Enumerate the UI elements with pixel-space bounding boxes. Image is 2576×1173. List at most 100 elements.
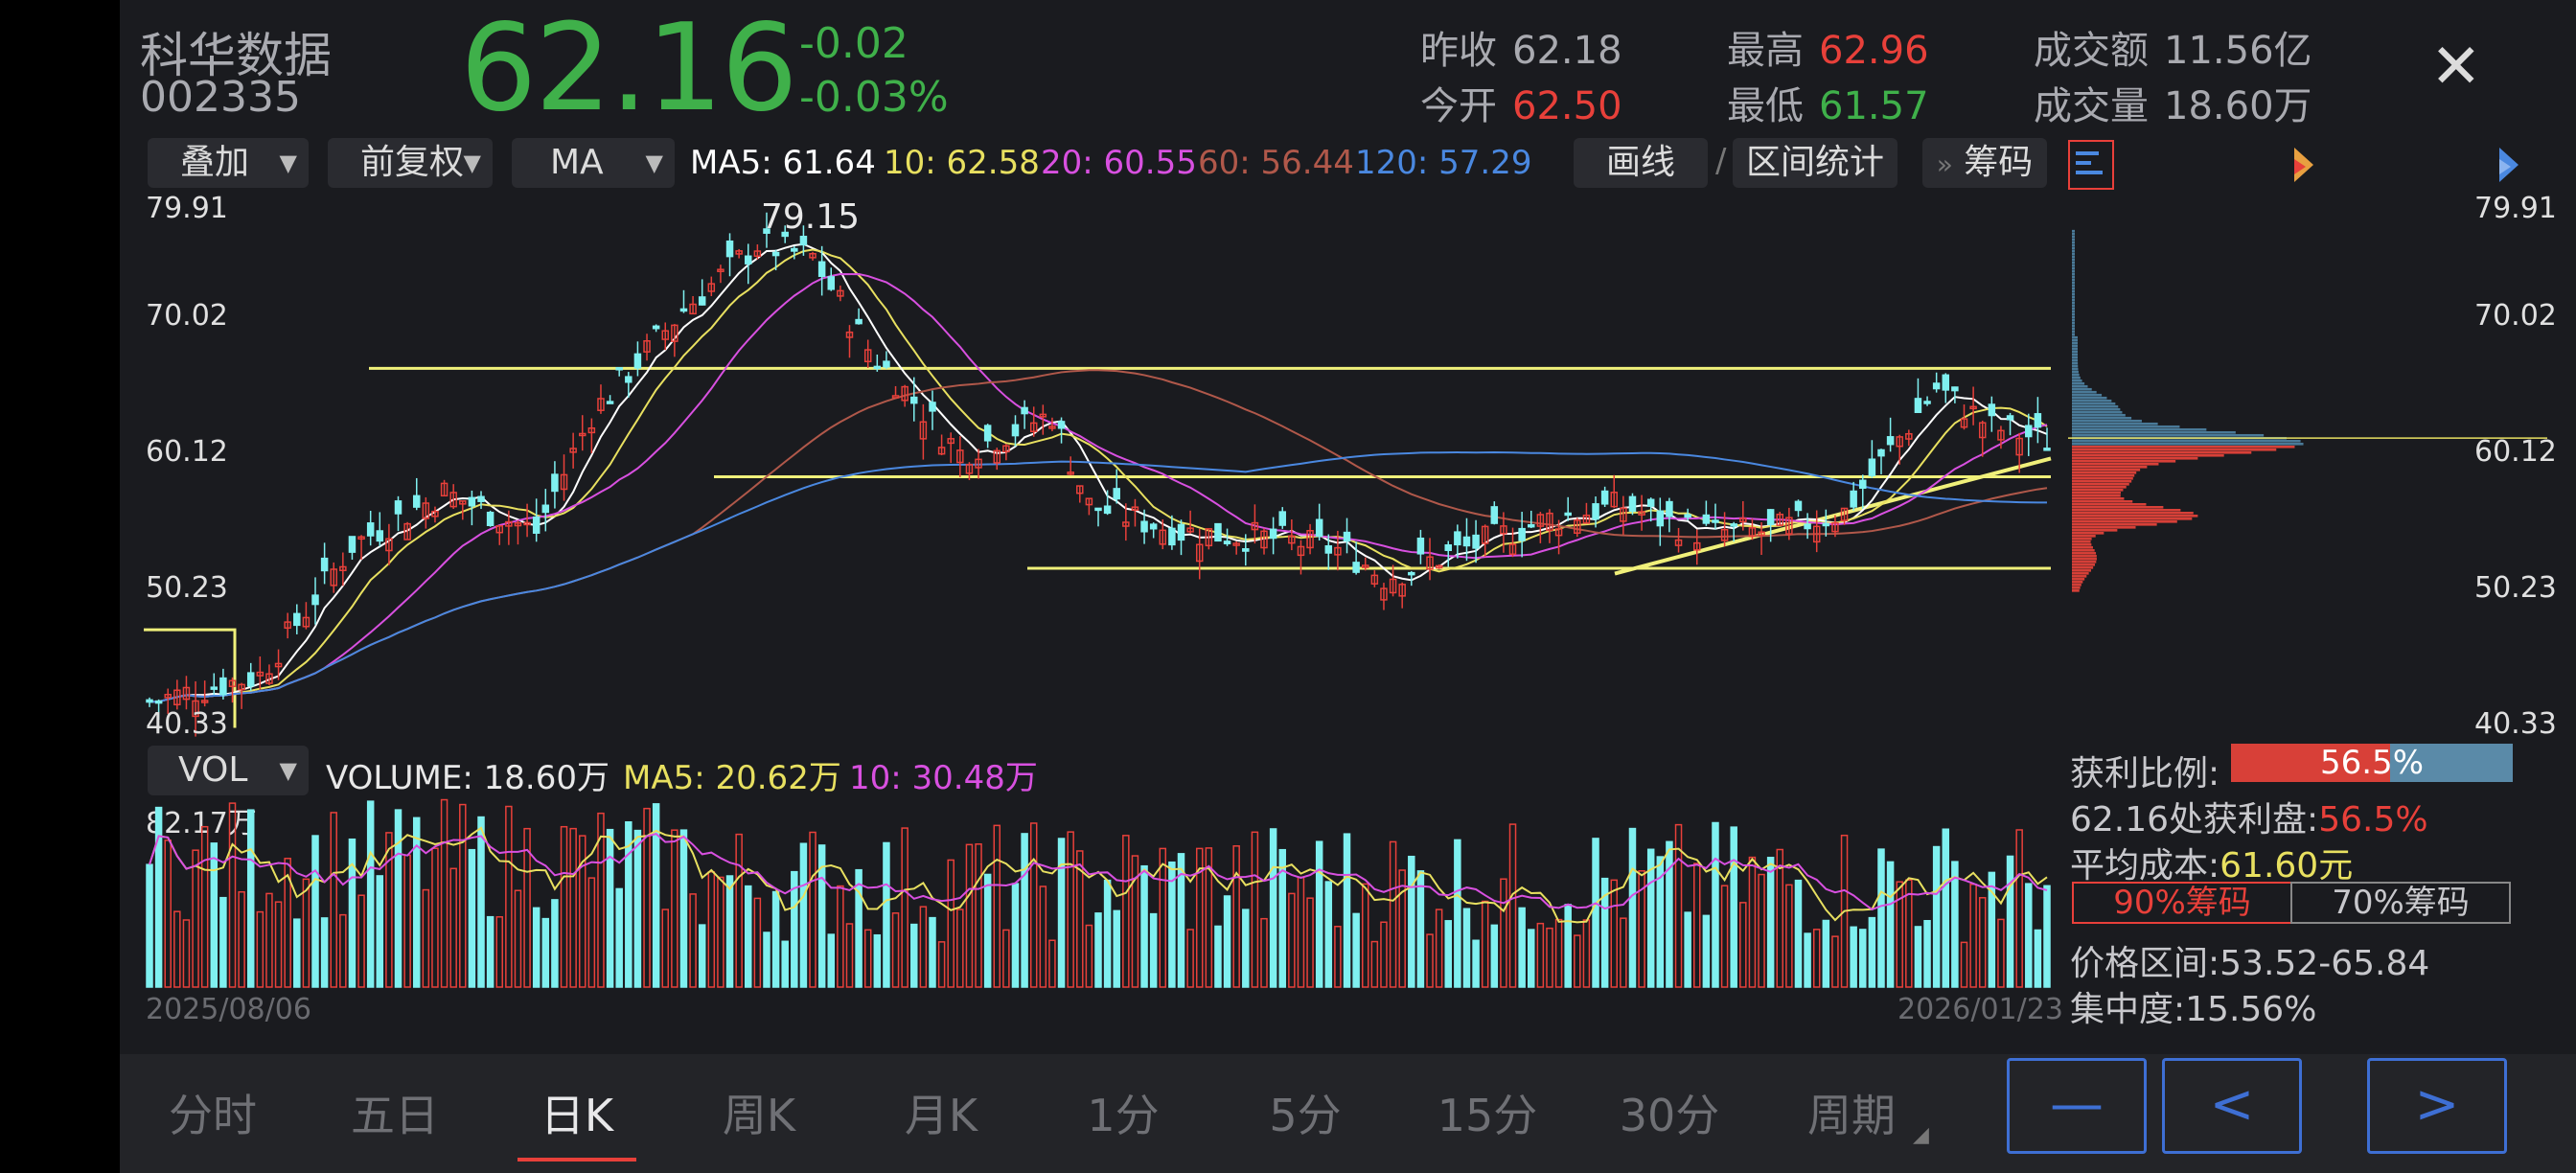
- chips-bar: [2072, 473, 2135, 477]
- volume-bar: [1859, 929, 1867, 988]
- tab-15-min[interactable]: 15分: [1437, 1090, 1538, 1141]
- candle-body: [1712, 519, 1719, 523]
- candle-body: [1822, 522, 1830, 527]
- zoom-out-button[interactable]: —: [2007, 1058, 2147, 1154]
- volume-bar: [1969, 884, 1977, 988]
- tab-30-min[interactable]: 30分: [1619, 1090, 1720, 1141]
- candle-body: [1278, 511, 1286, 526]
- price-axis-top: 79.91: [146, 192, 228, 225]
- candle-body: [1886, 436, 1895, 446]
- profit-ratio-bar: 56.5%: [2231, 744, 2513, 782]
- candle-body: [366, 522, 375, 537]
- chips-bar: [2072, 353, 2079, 356]
- volume-bar: [1574, 934, 1581, 988]
- candle-body: [1002, 445, 1010, 453]
- chips-button[interactable]: » 筹码: [1922, 138, 2047, 188]
- candle-body: [1554, 528, 1563, 537]
- chips-fire-tab[interactable]: [2281, 140, 2327, 190]
- candlestick-chart[interactable]: [144, 196, 2060, 743]
- chips-bar: [2072, 491, 2121, 494]
- volume-bar: [1758, 873, 1765, 988]
- volume-bar: [1712, 821, 1719, 988]
- tab-90-percent-chips[interactable]: 90%筹码: [2072, 882, 2292, 924]
- candle-body: [200, 700, 209, 703]
- volume-bar: [2034, 929, 2042, 988]
- profit-at-label: 62.16处获利盘:: [2070, 800, 2319, 840]
- active-tab-indicator: [518, 1158, 636, 1162]
- tab-daily-k[interactable]: 日K: [540, 1090, 614, 1141]
- candle-body: [1223, 540, 1231, 544]
- chips-bar: [2072, 373, 2080, 377]
- volume-bar: [1324, 881, 1333, 988]
- previous-button[interactable]: <: [2162, 1058, 2302, 1154]
- volume-bar: [1315, 840, 1323, 988]
- draw-line-button[interactable]: 画线: [1574, 138, 1708, 188]
- volume-bar: [1831, 935, 1839, 988]
- volume-bar: [1988, 871, 1996, 988]
- candle-body: [753, 250, 762, 258]
- tab-5-min[interactable]: 5分: [1269, 1090, 1342, 1141]
- volume-bar: [1822, 919, 1830, 988]
- candle-body: [403, 522, 411, 540]
- volume-chart: [146, 798, 2051, 988]
- candle-body: [597, 398, 605, 411]
- chips-bar: [2072, 281, 2075, 285]
- tab-intraday[interactable]: 分时: [169, 1090, 257, 1141]
- volume-bar: [873, 933, 882, 988]
- candle-body: [1656, 510, 1665, 527]
- volume-bar: [1177, 853, 1185, 988]
- candle-body: [293, 612, 301, 627]
- chips-bar: [2072, 578, 2085, 581]
- volume-indicator-dropdown[interactable]: VOL ▼: [148, 746, 309, 795]
- tab-monthly-k[interactable]: 月K: [904, 1090, 978, 1141]
- volume-bar: [1113, 909, 1120, 988]
- candle-body: [256, 671, 264, 677]
- tab-1-min[interactable]: 1分: [1087, 1090, 1160, 1141]
- volume-bar: [615, 887, 623, 988]
- tab-70-percent-chips[interactable]: 70%筹码: [2290, 882, 2511, 924]
- overlay-dropdown[interactable]: 叠加 ▼: [148, 138, 309, 188]
- volume-bar: [477, 816, 485, 988]
- volume-bar: [910, 923, 918, 988]
- candle-body: [514, 521, 522, 527]
- chips-bar: [2072, 546, 2093, 549]
- range-stat-button[interactable]: 区间统计: [1733, 138, 1898, 188]
- candle-body: [1149, 523, 1158, 530]
- candle-body: [625, 376, 632, 383]
- box-line: [144, 628, 237, 728]
- chips-bar: [2072, 549, 2095, 552]
- volume-bar: [1739, 902, 1747, 988]
- volume-bar: [745, 885, 752, 988]
- chips-bar: [2072, 430, 2236, 434]
- volume-bar: [1094, 912, 1102, 988]
- volume-bar: [1122, 835, 1130, 988]
- candle-body: [1177, 523, 1185, 541]
- corner-triangle-icon: ◢: [1913, 1123, 1929, 1147]
- indicator-dropdown[interactable]: MA ▼: [512, 138, 675, 188]
- chips-bar: [2072, 564, 2095, 566]
- chips-bar: [2072, 341, 2079, 345]
- chips-bar: [2072, 367, 2079, 371]
- chips-distribution-tab[interactable]: [2068, 140, 2114, 190]
- chips-blue-tab[interactable]: [2486, 140, 2532, 190]
- volume-bar: [1186, 929, 1194, 988]
- volume-bar: [2025, 883, 2033, 988]
- tab-period[interactable]: 周期: [1807, 1090, 1896, 1141]
- volume-bar: [422, 888, 430, 988]
- adjust-dropdown[interactable]: 前复权 ▼: [328, 138, 493, 188]
- tab-weekly-k[interactable]: 周K: [722, 1090, 796, 1141]
- tab-five-day[interactable]: 五日: [351, 1090, 439, 1141]
- candle-body: [1324, 544, 1333, 554]
- close-icon[interactable]: ✕: [2430, 32, 2482, 103]
- candle-body: [1582, 514, 1591, 524]
- candle-body: [1859, 479, 1867, 490]
- volume-bar: [1748, 856, 1757, 988]
- candle-body: [1029, 422, 1038, 432]
- next-button[interactable]: >: [2367, 1058, 2507, 1154]
- chips-bar: [2072, 410, 2123, 414]
- candle-body: [1674, 539, 1683, 546]
- chips-bar: [2072, 479, 2132, 483]
- volume-bar: [339, 913, 347, 988]
- volume-bar: [1085, 924, 1093, 988]
- chips-bar: [2072, 364, 2079, 368]
